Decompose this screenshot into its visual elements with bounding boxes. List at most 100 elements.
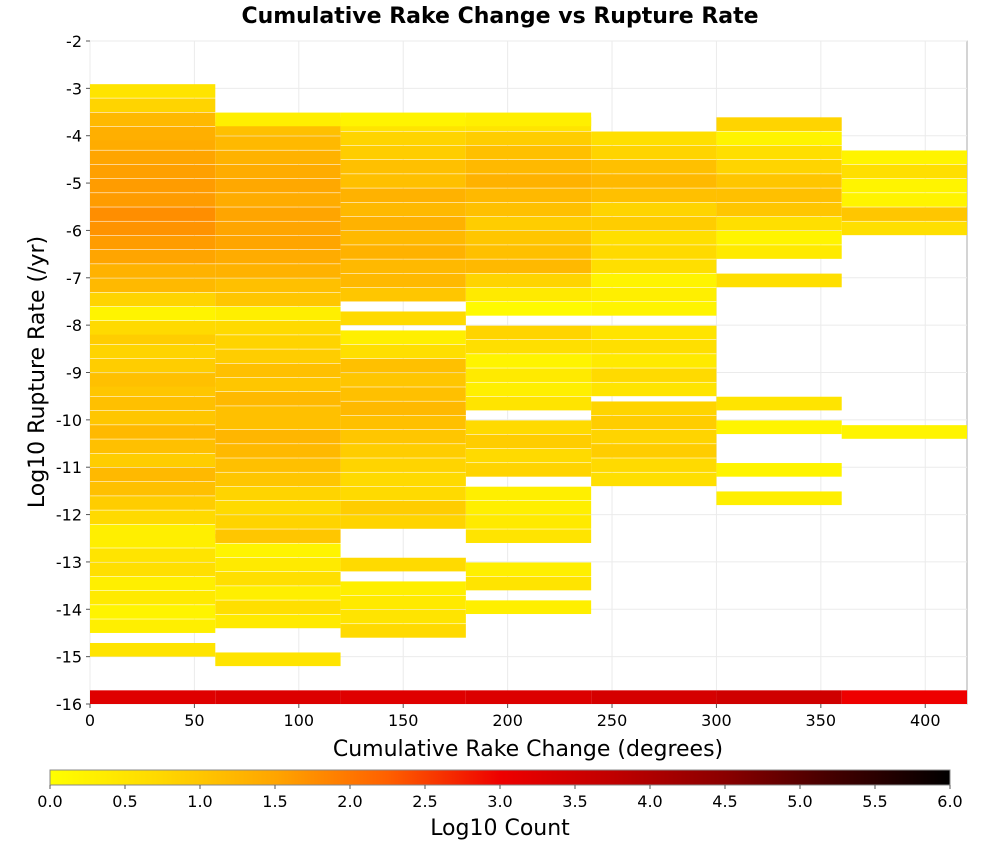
colorbar-tick-label: 0.5: [112, 792, 137, 811]
heatmap-cell: [465, 354, 592, 368]
heatmap-cells: [90, 84, 967, 704]
colorbar-tick-label: 4.5: [712, 792, 737, 811]
heatmap-cell: [716, 463, 842, 477]
heatmap-cell: [340, 472, 466, 487]
heatmap-cell: [215, 178, 341, 193]
colorbar-tick-label: 5.5: [862, 792, 887, 811]
heatmap-cell: [340, 415, 466, 430]
heatmap-cell: [591, 354, 717, 368]
heatmap-cell: [340, 557, 466, 572]
heatmap-cell: [90, 193, 216, 207]
heatmap-cell: [90, 524, 216, 539]
heatmap-cell: [716, 131, 842, 146]
colorbar-tick-label: 1.5: [262, 792, 287, 811]
y-tick-label: -14: [56, 600, 82, 619]
y-tick-label: -4: [66, 127, 82, 146]
heatmap-cell: [716, 216, 842, 231]
heatmap-cell: [465, 434, 592, 449]
heatmap-cell: [465, 448, 592, 463]
y-tick-label: -3: [66, 79, 82, 98]
heatmap-cell: [340, 145, 466, 160]
heatmap-cell: [841, 150, 967, 165]
heatmap-cell: [215, 529, 341, 543]
heatmap-cell: [465, 463, 592, 477]
heatmap-cell: [90, 207, 216, 221]
heatmap-cell: [215, 458, 341, 472]
heatmap-cell: [716, 273, 842, 288]
y-tick-label: -12: [56, 506, 82, 525]
heatmap-cell: [90, 642, 216, 657]
heatmap-cell: [465, 515, 592, 529]
heatmap-cell: [340, 358, 466, 373]
heatmap-cell: [465, 600, 592, 615]
heatmap-cell: [215, 193, 341, 207]
y-tick-label: -7: [66, 269, 82, 288]
heatmap-cell: [340, 245, 466, 259]
heatmap-cell: [215, 363, 341, 378]
heatmap-cell: [591, 415, 717, 430]
colorbar-tick-label: 0.0: [37, 792, 62, 811]
heatmap-cell: [465, 368, 592, 382]
heatmap-cell: [90, 410, 216, 425]
heatmap-cell: [90, 496, 216, 510]
heatmap-cell: [215, 235, 341, 250]
heatmap-cell: [340, 500, 466, 515]
heatmap-cell: [465, 174, 592, 188]
heatmap-cell: [340, 624, 466, 638]
heatmap-cell: [215, 444, 341, 458]
heatmap-cell: [465, 500, 592, 515]
heatmap-cell: [340, 344, 466, 359]
colorbar-tick-label: 2.0: [337, 792, 362, 811]
heatmap-cell: [340, 458, 466, 472]
chart-title: Cumulative Rake Change vs Rupture Rate: [241, 4, 758, 29]
x-tick-label: 350: [806, 711, 837, 730]
heatmap-cell: [90, 98, 216, 113]
heatmap-cell: [215, 472, 341, 487]
heatmap-cell: [465, 339, 592, 354]
heatmap-cell: [215, 600, 341, 615]
heatmap-cell: [340, 259, 466, 274]
heatmap-cell: [90, 249, 216, 264]
heatmap-cell: [90, 178, 216, 193]
y-tick-label: -2: [66, 32, 82, 51]
heatmap-cell: [465, 690, 592, 704]
heatmap-cell: [340, 287, 466, 302]
colorbar-tick-label: 4.0: [637, 792, 662, 811]
heatmap-cell: [465, 420, 592, 435]
heatmap-cell: [215, 249, 341, 264]
heatmap-cell: [591, 458, 717, 472]
heatmap-cell: [591, 131, 717, 146]
heatmap-cell: [215, 515, 341, 529]
heatmap-cell: [90, 84, 216, 98]
heatmap-cell: [340, 131, 466, 146]
heatmap-cell: [340, 230, 466, 245]
heatmap-cell: [90, 396, 216, 411]
heatmap-cell: [215, 221, 341, 236]
heatmap-cell: [340, 216, 466, 231]
heatmap-cell: [215, 292, 341, 307]
heatmap-cell: [841, 221, 967, 236]
heatmap-cell: [716, 145, 842, 160]
heatmap-cell: [215, 586, 341, 600]
y-tick-label: -11: [56, 458, 82, 477]
heatmap-cell: [215, 136, 341, 150]
heatmap-cell: [841, 178, 967, 193]
heatmap-cell: [215, 335, 341, 349]
x-tick-label: 0: [85, 711, 95, 730]
colorbar-label: Log10 Count: [430, 816, 570, 841]
heatmap-cell: [340, 112, 466, 127]
heatmap-cell: [465, 382, 592, 397]
heatmap-cell: [90, 510, 216, 525]
heatmap-cell: [90, 235, 216, 250]
heatmap-cell: [841, 164, 967, 179]
heatmap-cell: [90, 150, 216, 165]
heatmap-cell: [841, 207, 967, 221]
heatmap-cell: [340, 202, 466, 217]
heatmap-cell: [465, 145, 592, 160]
heatmap-cell: [465, 259, 592, 274]
heatmap-cell: [215, 652, 341, 667]
heatmap-cell: [215, 377, 341, 392]
heatmap-cell: [340, 581, 466, 596]
heatmap-cell: [90, 467, 216, 482]
heatmap-cell: [215, 557, 341, 572]
